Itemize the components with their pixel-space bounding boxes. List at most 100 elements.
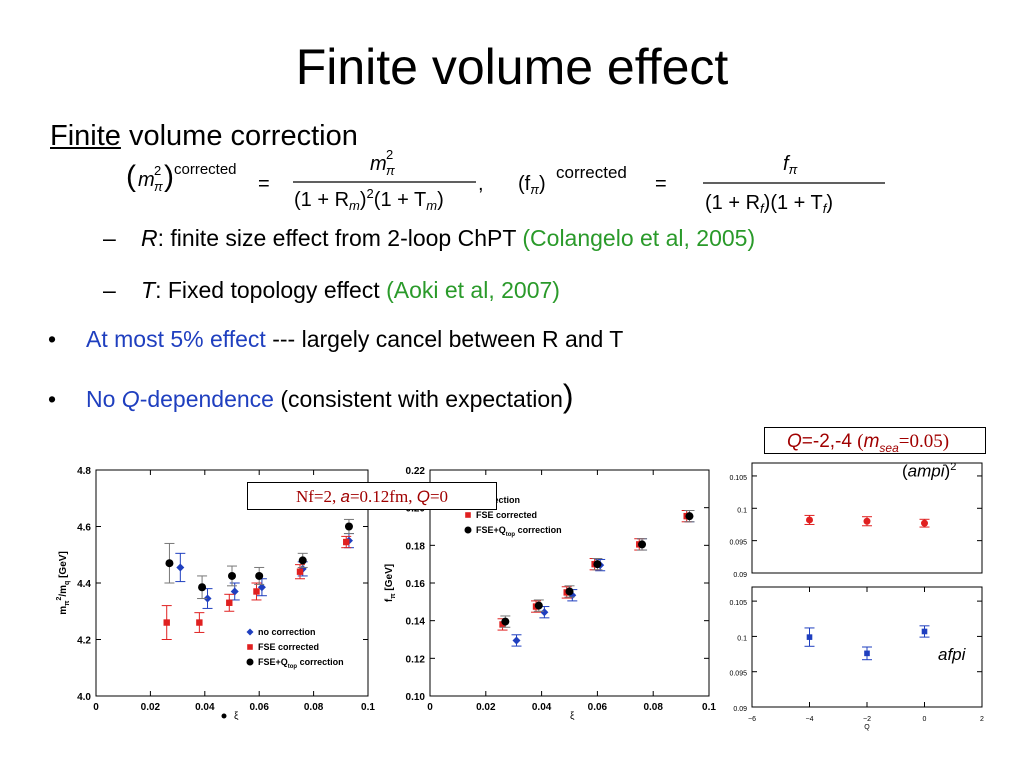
formula-m-den: (1 + Rm)2(1 + Tm) [294,186,444,213]
ref-colangelo: (Colangelo et al, 2005) [522,225,756,251]
q-values-box: Q=-2,-4 (msea=0.05) [764,427,986,455]
x-axis-label: ξ [234,711,239,720]
x-tick-label: −2 [863,716,871,723]
data-point [296,568,304,575]
heading-rest: volume correction [120,120,358,152]
y-tick-label: 4.8 [77,466,91,477]
correction-formula: ( m π 2 ) corrected = m π 2 (1 + Rm)2(1 … [126,148,885,216]
legend-label: FSE+Qtop correction [476,525,562,538]
x-tick-label: 0.02 [476,702,496,713]
y-tick-label: 0.105 [729,475,747,482]
x-tick-label: 0.08 [304,702,324,713]
page-title: Finite volume effect [295,39,729,95]
chart-ampi-vs-q: 0.09 0.095 0.1 0.105 [729,462,983,579]
y-tick-label: 4.4 [77,579,91,590]
ref-aoki: (Aoki et al, 2007) [386,277,560,303]
data-point [343,538,350,546]
y-tick-label: 0.10 [406,692,426,703]
chart-afpi-vs-q: −6 −4 −2 0 2 0.09 0.095 0.1 0.105 Q [729,586,984,731]
formula-corrected-1: corrected [174,161,237,178]
svg-text:(: ( [126,160,136,193]
y-axis-label: fπ [GeV] [384,564,397,602]
nf-params-box: Nf=2, a=0.12fm, Q=0 [247,482,497,510]
formula-eq-1: = [258,173,270,195]
x-tick-label: 0 [427,702,433,713]
y-tick-label: 0.09 [733,706,747,713]
y-tick-label: 0.095 [729,671,747,678]
section-heading: Finite volume correction [50,120,358,153]
y-tick-label: 4.6 [77,523,91,534]
plot-frame [751,462,983,574]
data-point [540,608,549,617]
data-point [196,619,203,626]
series-2 [500,509,695,628]
data-point [253,588,260,595]
formula-m-lhs-sub: π [154,179,163,194]
formula-f-lhs: (fπ) [518,173,546,197]
y-tick-label: 0.09 [733,572,747,579]
formula-m-lhs: m [138,169,155,191]
data-point [864,650,870,657]
svg-text:): ) [164,160,174,193]
formula-corrected-2: corrected [556,163,627,182]
chart-mpi-squared: 0 0.02 0.04 0.06 0.08 0.1 4.0 4.2 4.4 4.6 4.8 mπ2/m… [56,466,375,720]
y-tick-label: 4.0 [77,692,91,703]
data-point [198,583,207,592]
y-tick-label: 4.2 [77,636,91,647]
y-tick-label: 0.22 [406,466,426,477]
legend-label: no correction [258,627,316,637]
data-point [255,571,264,580]
legend-marker [247,644,253,650]
legend-marker [246,628,254,636]
data-point [203,594,212,603]
x-axis-dot [221,713,227,719]
series-0 [804,514,930,528]
formula-m-lhs-sup: 2 [154,163,161,178]
y-tick-label: 0.105 [729,600,747,607]
bullet-q-dependence: • No Q-dependence (consistent with expect… [48,378,574,414]
svg-text:π: π [386,163,395,178]
data-point [512,636,521,645]
series-2 [164,518,354,600]
y-tick-label: 0.16 [406,579,426,590]
series-1 [161,535,352,640]
x-tick-label: 0.1 [702,702,716,713]
x-tick-label: 0.04 [195,702,215,713]
data-point [593,560,602,569]
y-tick-label: 0.12 [406,654,426,665]
data-point [501,617,510,626]
x-tick-label: 0.02 [141,702,161,713]
x-tick-label: −4 [806,716,814,723]
data-point [226,599,233,606]
legend-marker [465,512,471,518]
legend-label: FSE corrected [258,642,319,652]
data-point [565,587,574,596]
data-point [534,601,543,610]
x-tick-label: 0 [93,702,99,713]
legend-marker [246,658,254,666]
legend-label: FSE+Qtop correction [258,657,344,670]
data-point [163,619,170,626]
data-point [257,583,266,592]
y-axis-label: mπ2/mq [GeV] [56,551,71,615]
data-point [806,516,813,524]
x-tick-label: 0.06 [249,702,269,713]
y-tick-label: 0.1 [737,507,747,514]
y-tick-label: 0.18 [406,541,426,552]
x-tick-label: 0.08 [643,702,663,713]
formula-comma: , [478,173,484,195]
data-point [230,587,239,596]
legend-label: correction [476,495,520,505]
afpi-label: afpi [938,645,966,664]
data-point [298,556,307,565]
legend-label: FSE corrected [476,510,537,520]
x-axis-label: ξ [570,711,575,720]
sub-item-t: – T: Fixed topology effect (Aoki et al, 2… [103,277,560,303]
data-point [344,522,353,531]
x-tick-label: −6 [748,716,756,723]
y-tick-label: 0.14 [406,617,426,628]
data-point [806,634,813,640]
series-0 [804,625,930,661]
data-point [638,540,647,549]
formula-m-num: m [370,153,387,175]
